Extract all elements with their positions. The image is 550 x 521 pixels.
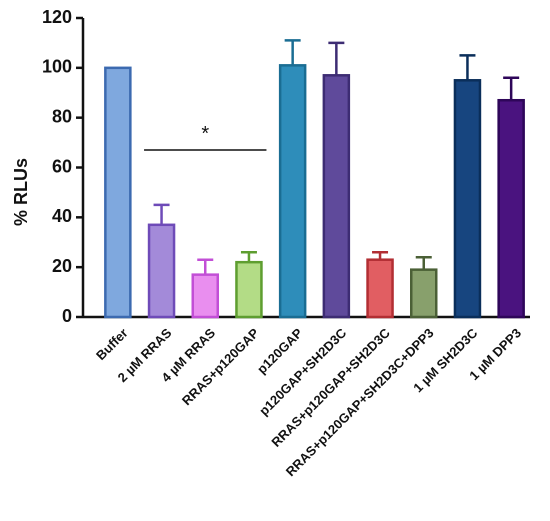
- y-axis-title: % RLUs: [11, 158, 31, 226]
- y-tick-label: 40: [52, 206, 72, 226]
- bar: [410, 268, 438, 319]
- bar: [322, 74, 351, 319]
- bar: [366, 258, 394, 319]
- bar: [497, 98, 525, 319]
- significance-label: *: [201, 123, 209, 145]
- bars-group: [104, 64, 525, 319]
- y-tick-label: 80: [52, 106, 72, 126]
- bar: [235, 260, 263, 319]
- error-bars-group: [153, 39, 520, 275]
- bar: [191, 273, 219, 319]
- y-tick-label: 60: [52, 156, 72, 176]
- y-tick-label: 120: [42, 7, 72, 27]
- x-tick-label: Buffer: [93, 325, 131, 363]
- y-tick-label: 0: [62, 306, 72, 326]
- bar: [147, 223, 176, 319]
- bar: [453, 79, 482, 319]
- significance-annotation: *: [144, 123, 267, 151]
- y-tick-label: 20: [52, 256, 72, 276]
- bar: [104, 66, 132, 319]
- x-tick-label: RRAS+p120GAP: [179, 325, 262, 408]
- y-tick-label: 100: [42, 57, 72, 77]
- bar: [278, 64, 307, 319]
